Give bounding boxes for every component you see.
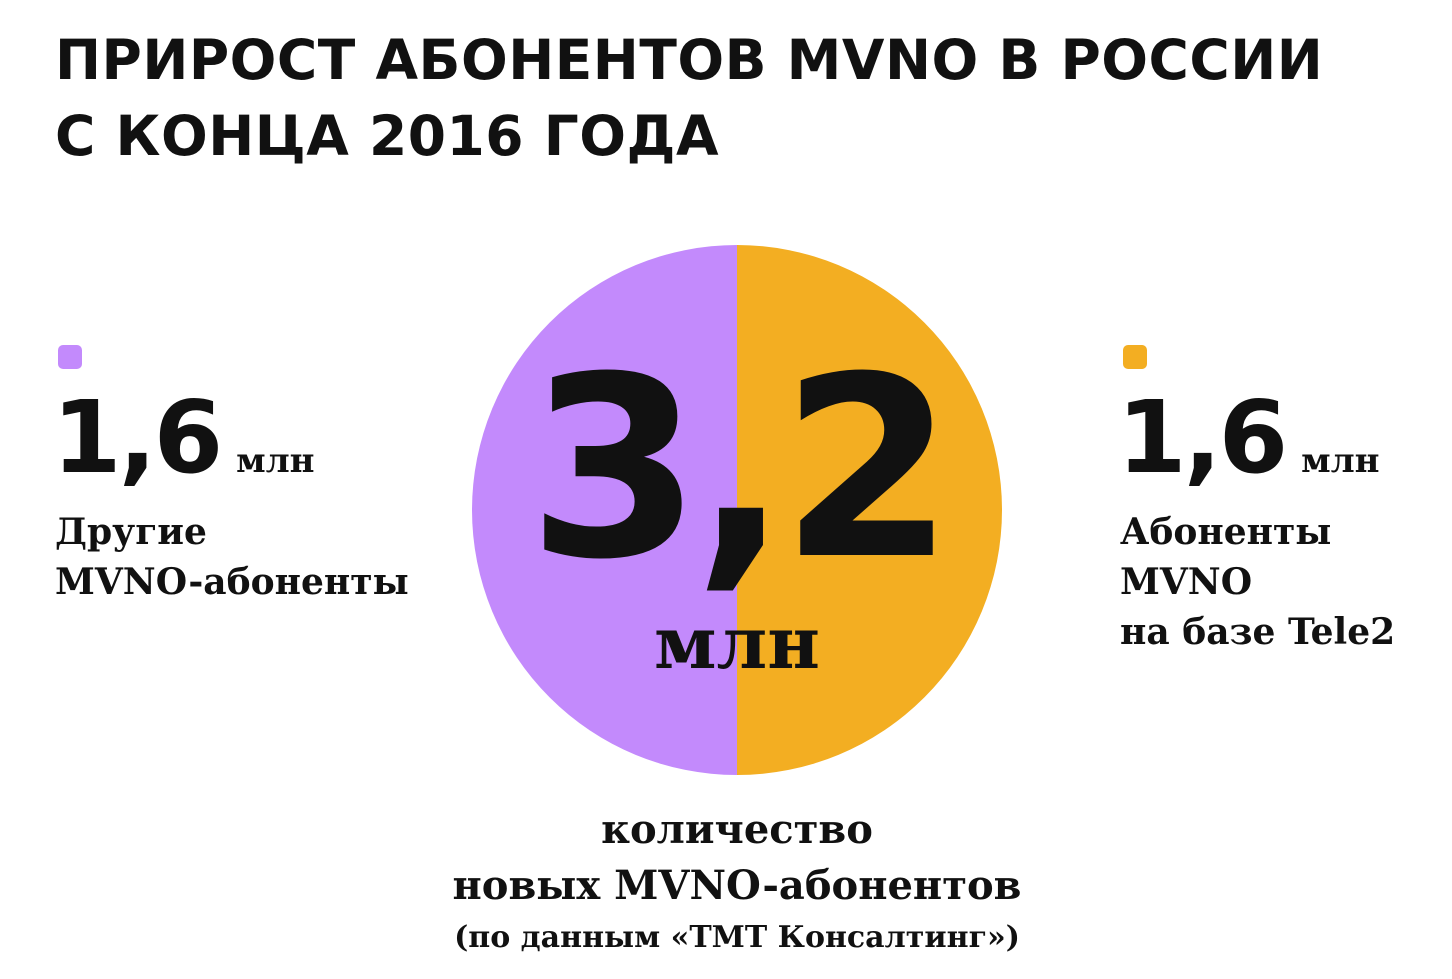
- total-unit: млн: [654, 600, 820, 685]
- unit-label: млн: [1301, 441, 1380, 481]
- legend-swatch: [1123, 345, 1147, 369]
- legend-swatch: [58, 345, 82, 369]
- slices: [472, 245, 1002, 775]
- pie-slice: [472, 245, 737, 775]
- value-row: 1,6 млн: [1117, 388, 1380, 488]
- value-row: 1,6 млн: [52, 388, 315, 488]
- category-label: Абоненты MVNO на базе Tele2: [1120, 511, 1396, 653]
- chart-title: ПРИРОСТ АБОНЕНТОВ MVNO В РОССИИ С КОНЦА …: [55, 28, 1324, 168]
- category-label: Другие MVNO-абоненты: [55, 511, 409, 603]
- caption: количество новых MVNO-абонентов: [452, 806, 1022, 909]
- pie-slice: [737, 245, 1002, 775]
- source: (по данным «TMT Консалтинг»): [454, 920, 1020, 955]
- total-value: 3,2: [528, 323, 947, 614]
- value-label: 1,6: [52, 379, 223, 496]
- value-label: 1,6: [1117, 379, 1288, 496]
- unit-label: млн: [236, 441, 315, 481]
